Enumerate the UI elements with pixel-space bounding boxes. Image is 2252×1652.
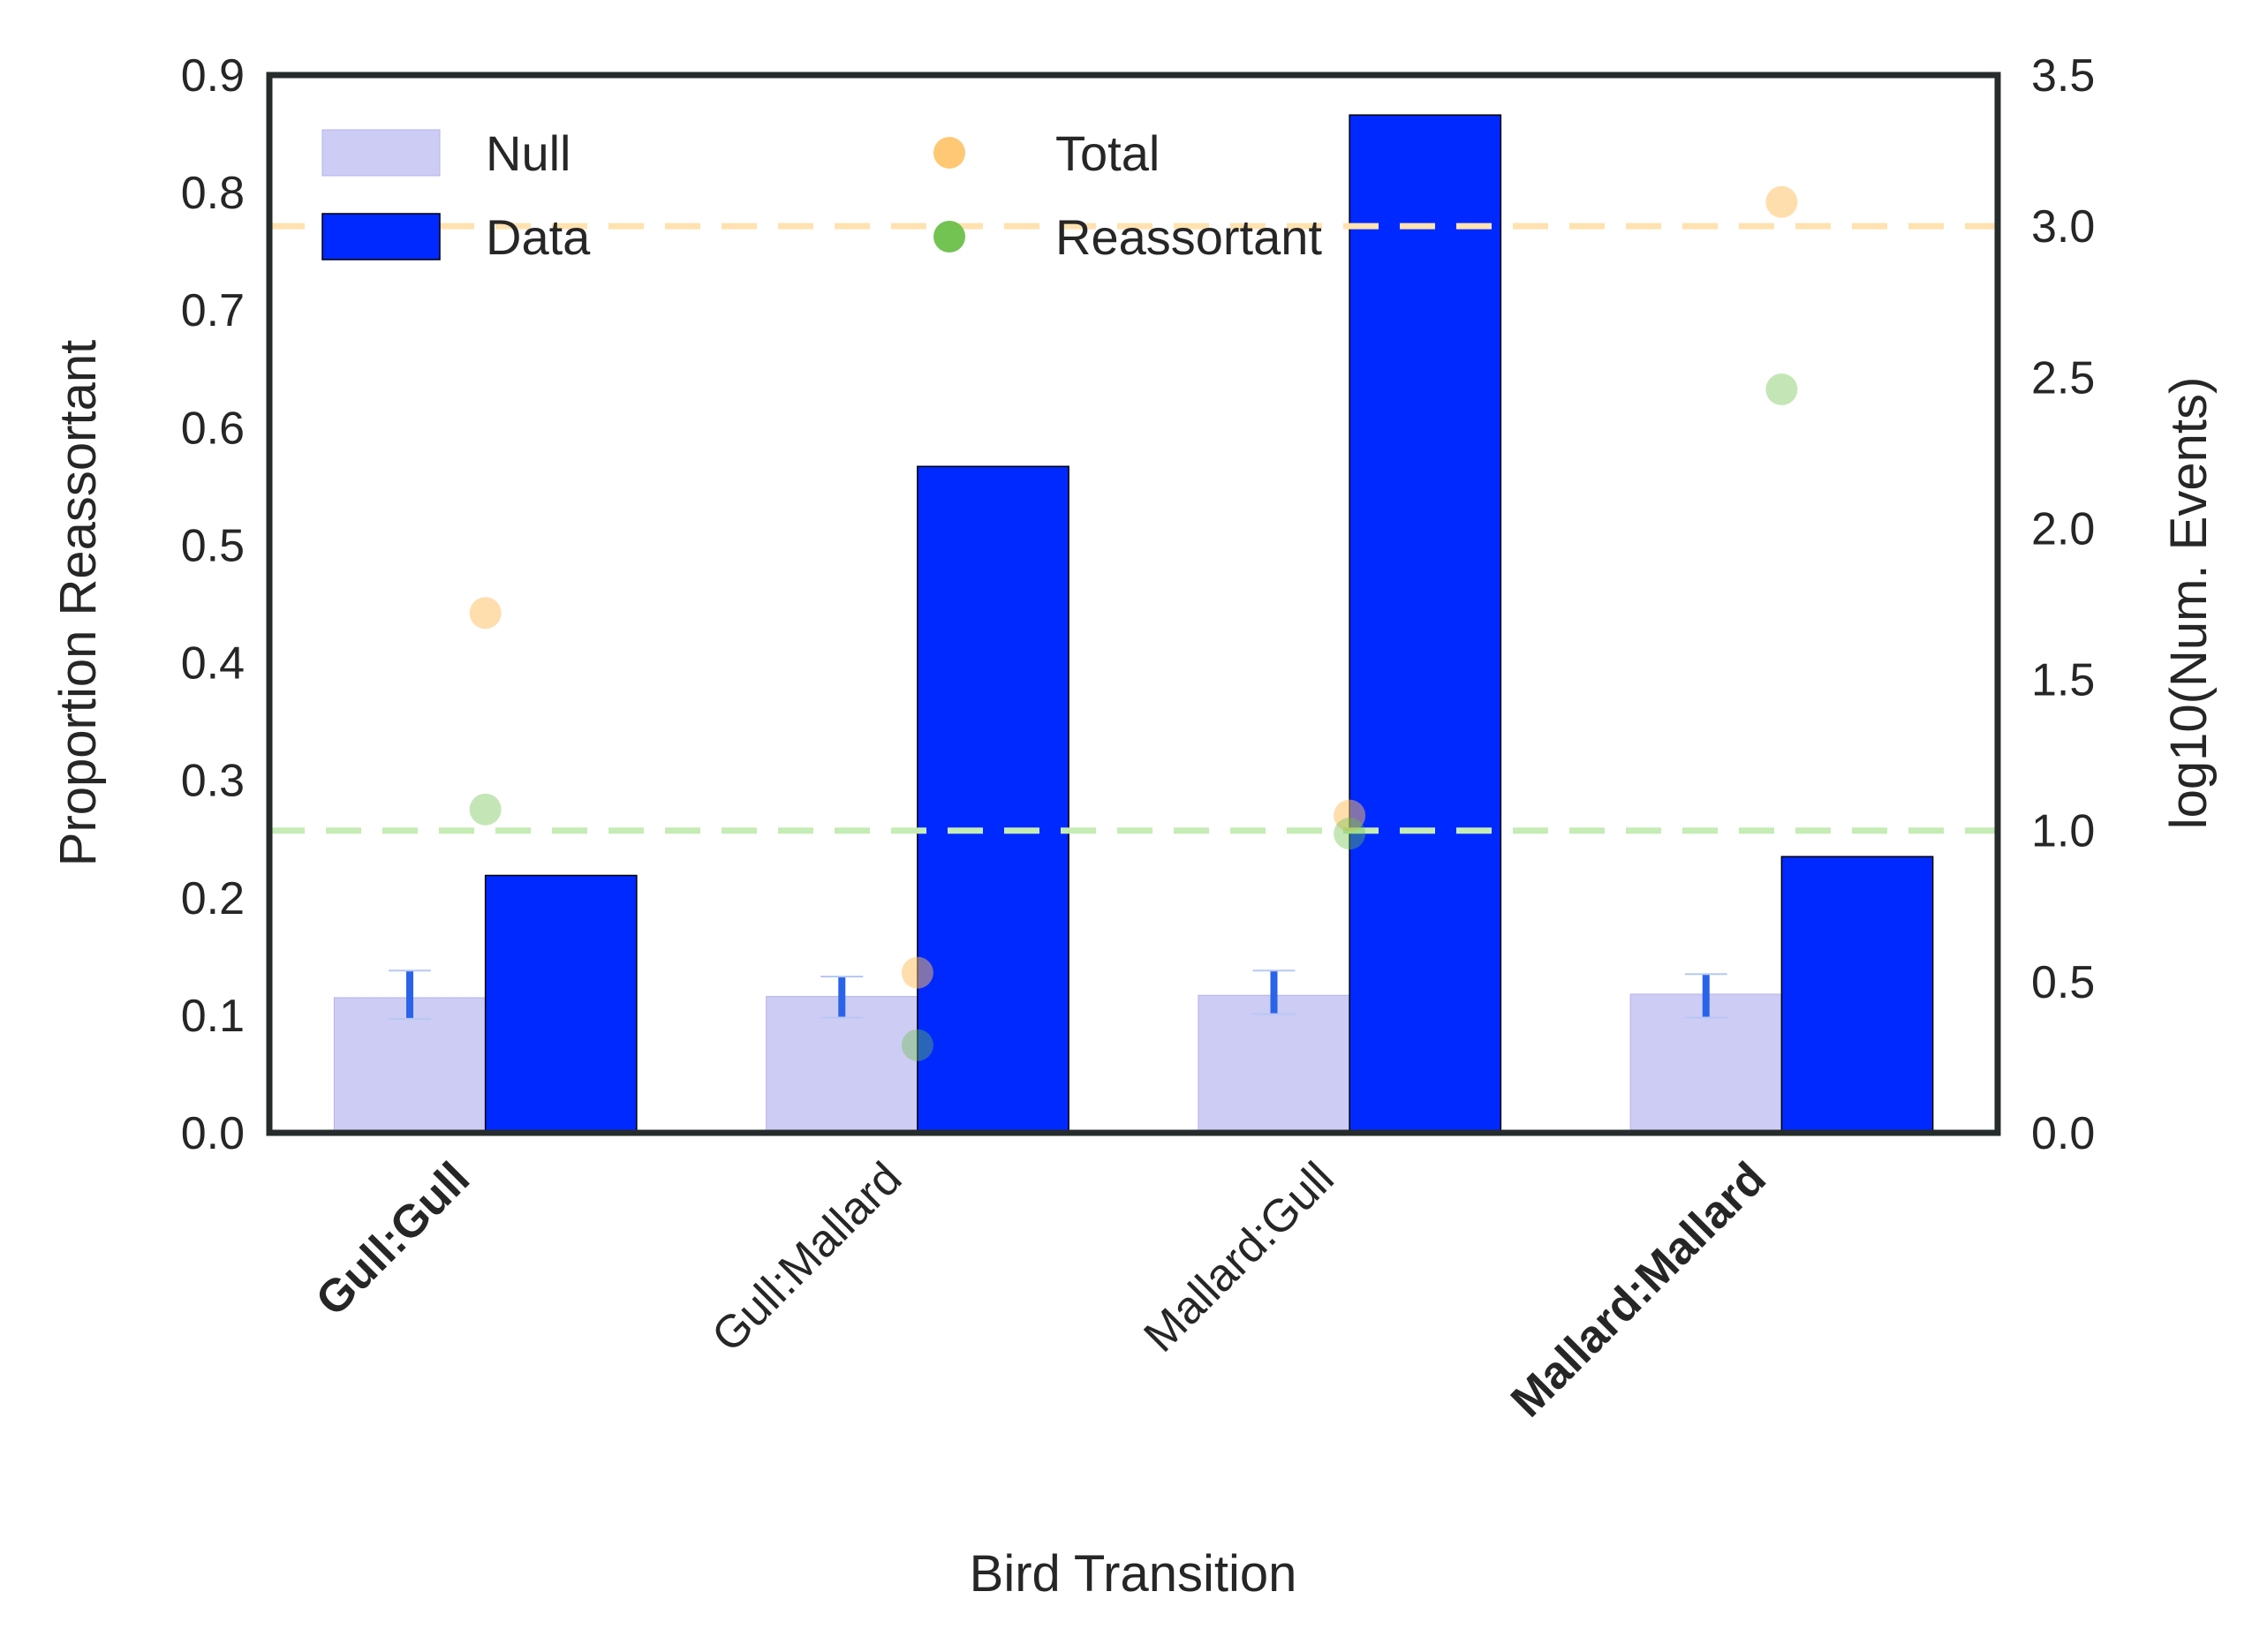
y2-tick-label: 0.0	[2031, 1108, 2095, 1159]
total-point	[469, 597, 502, 630]
reassortant-point	[1334, 818, 1366, 850]
y-axis-label: Proportion Reassortant	[49, 340, 107, 866]
y-tick-label: 0.9	[181, 50, 245, 102]
legend-total-swatch	[933, 137, 965, 169]
y-tick-label: 0.4	[181, 638, 245, 690]
legend-null-swatch	[321, 129, 441, 177]
null-bar	[333, 997, 487, 1134]
y-tick-label: 0.8	[181, 168, 245, 219]
x-tick-label: Mallard:Gull	[1134, 1152, 1343, 1362]
plot-area	[269, 114, 1998, 1134]
reassortant-point	[1765, 373, 1798, 405]
total-point	[901, 956, 933, 989]
y2-tick-label: 2.0	[2031, 503, 2095, 554]
legend-data-swatch	[321, 213, 441, 260]
x-axis-label: Bird Transition	[970, 1545, 1297, 1603]
legend-reassortant-label: Reassortant	[1055, 209, 1322, 265]
y2-tick-label: 1.0	[2031, 806, 2095, 857]
total-point	[1765, 185, 1798, 218]
y2-tick-label: 2.5	[2031, 352, 2095, 404]
x-tick-label: Mallard:Mallard	[1501, 1152, 1776, 1427]
axes-frame	[266, 72, 2001, 1136]
data-bar	[917, 465, 1069, 1134]
legend-data-label: Data	[486, 209, 591, 265]
y-tick-label: 0.3	[181, 756, 245, 807]
y2-tick-label: 3.5	[2031, 50, 2095, 102]
y-tick-label: 0.6	[181, 403, 245, 454]
y2-tick-label: 0.5	[2031, 957, 2095, 1008]
legend: Null Data Total Reassortant	[321, 125, 1322, 265]
y-tick-label: 0.0	[181, 1108, 245, 1159]
data-bar	[484, 874, 638, 1134]
x-tick-label: Gull:Mallard	[702, 1152, 911, 1362]
y-tick-label: 0.5	[181, 520, 245, 571]
y-tick-label: 0.2	[181, 873, 245, 924]
data-bar	[1780, 856, 1934, 1134]
legend-reassortant-swatch	[933, 221, 965, 253]
legend-total-label: Total	[1055, 125, 1160, 181]
y-tick-label: 0.7	[181, 285, 245, 336]
y2-tick-label: 3.0	[2031, 201, 2095, 253]
null-bar	[1198, 994, 1350, 1134]
x-tick-label: Gull:Gull	[306, 1152, 480, 1325]
legend-null-label: Null	[486, 125, 571, 181]
total-point	[1334, 799, 1366, 832]
y2-tick-label: 1.5	[2031, 655, 2095, 706]
reassortant-point	[469, 793, 502, 826]
reassortant-point	[901, 1029, 933, 1061]
data-bar	[1349, 114, 1502, 1134]
y2-axis-label: log10(Num. Events)	[2160, 377, 2218, 830]
y-tick-label: 0.1	[181, 991, 245, 1042]
